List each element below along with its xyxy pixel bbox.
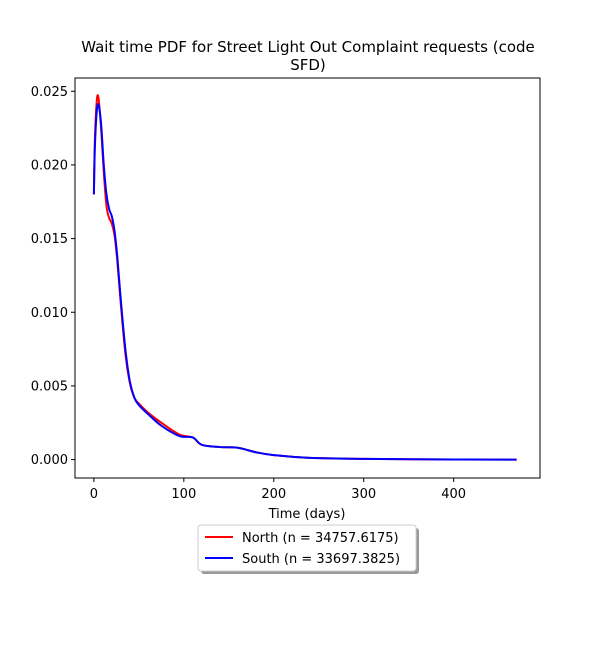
x-tick-label: 400	[441, 487, 466, 502]
x-tick-label: 100	[171, 487, 196, 502]
x-axis-label: Time (days)	[268, 507, 346, 522]
y-tick-label: 0.025	[31, 85, 68, 100]
plot-lines	[92, 94, 517, 461]
legend: North (n = 34757.6175) South (n = 33697.…	[197, 524, 419, 574]
y-tick-label: 0.010	[31, 306, 68, 321]
y-tick-label: 0.005	[31, 379, 68, 394]
x-tick-label: 200	[261, 487, 286, 502]
plot-frame	[74, 77, 541, 479]
x-axis-ticks: 0 100 200 300 400	[90, 478, 466, 502]
series-line-north	[92, 94, 517, 461]
x-tick-label: 0	[90, 487, 98, 502]
legend-label-north: North (n = 34757.6175)	[242, 531, 399, 546]
chart-title-line-2: SFD)	[290, 56, 326, 74]
y-tick-label: 0.020	[31, 158, 68, 173]
y-axis-ticks: 0.000 0.005 0.010 0.015 0.020 0.025	[31, 85, 75, 468]
x-tick-label: 300	[351, 487, 376, 502]
chart-title-line-1: Wait time PDF for Street Light Out Compl…	[81, 38, 535, 56]
legend-label-south: South (n = 33697.3825)	[242, 552, 400, 567]
legend-box	[197, 524, 417, 572]
y-tick-label: 0.015	[31, 232, 68, 247]
y-tick-label: 0.000	[31, 453, 68, 468]
series-line-south	[92, 103, 517, 461]
